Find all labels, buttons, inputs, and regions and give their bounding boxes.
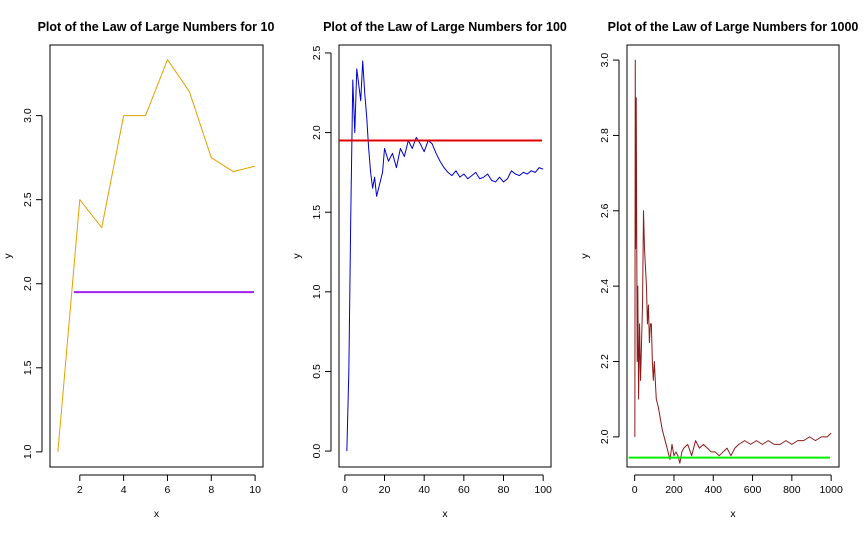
x-tick-label: 1000 — [819, 484, 843, 496]
series-line — [57, 59, 256, 452]
y-axis-label: y — [579, 253, 591, 259]
plot-frame — [626, 44, 840, 468]
series-line — [346, 60, 544, 452]
y-tick-label: 0.5 — [311, 364, 323, 379]
y-tick-label: 2.8 — [599, 128, 611, 143]
x-axis-label: x — [442, 508, 448, 520]
y-tick-label: 2.0 — [599, 429, 611, 444]
x-tick-label: 600 — [744, 484, 762, 496]
y-tick-label: 3.0 — [22, 108, 34, 123]
x-tick-label: 2 — [77, 484, 83, 496]
x-tick-label: 60 — [458, 484, 470, 496]
y-tick-label: 2.4 — [599, 279, 611, 294]
x-tick-label: 100 — [534, 484, 552, 496]
chart-title: Plot of the Law of Large Numbers for 100… — [608, 20, 859, 34]
y-tick-label: 1.5 — [22, 360, 34, 375]
y-tick-label: 2.5 — [311, 46, 323, 61]
y-tick-label: 2.0 — [311, 125, 323, 140]
y-tick-label: 2.5 — [22, 192, 34, 207]
y-tick-label: 1.0 — [22, 444, 34, 459]
x-tick-label: 0 — [342, 484, 348, 496]
x-axis-label: x — [730, 508, 736, 520]
x-tick-label: 10 — [249, 484, 261, 496]
y-tick-label: 1.0 — [311, 284, 323, 299]
plot-panel-1: Plot of the Law of Large Numbers for 10 2… — [2, 20, 274, 520]
y-tick-label: 3.0 — [599, 53, 611, 68]
plot-frame — [338, 44, 552, 468]
y-axis-label: y — [291, 253, 303, 259]
x-tick-label: 800 — [783, 484, 801, 496]
y-tick-label: 2.2 — [599, 354, 611, 369]
chart-title: Plot of the Law of Large Numbers for 10 — [38, 20, 275, 34]
x-tick-label: 0 — [632, 484, 638, 496]
x-axis-label: x — [154, 508, 160, 520]
x-tick-label: 4 — [121, 484, 127, 496]
series-line — [634, 59, 832, 464]
x-tick-label: 20 — [379, 484, 391, 496]
plot-panel-2: Plot of the Law of Large Numbers for 100… — [291, 20, 567, 520]
plot-frame — [49, 44, 264, 468]
x-tick-label: 80 — [498, 484, 510, 496]
plot-panel-3: Plot of the Law of Large Numbers for 100… — [579, 20, 858, 520]
y-tick-label: 1.5 — [311, 205, 323, 220]
y-tick-label: 2.0 — [22, 276, 34, 291]
y-tick-label: 0.0 — [311, 444, 323, 459]
x-tick-label: 200 — [665, 484, 683, 496]
x-tick-label: 8 — [208, 484, 214, 496]
chart-title: Plot of the Law of Large Numbers for 100 — [323, 20, 567, 34]
x-tick-label: 400 — [704, 484, 722, 496]
x-tick-label: 40 — [418, 484, 430, 496]
x-tick-label: 6 — [165, 484, 171, 496]
y-axis-label: y — [2, 253, 14, 259]
y-tick-label: 2.6 — [599, 203, 611, 218]
